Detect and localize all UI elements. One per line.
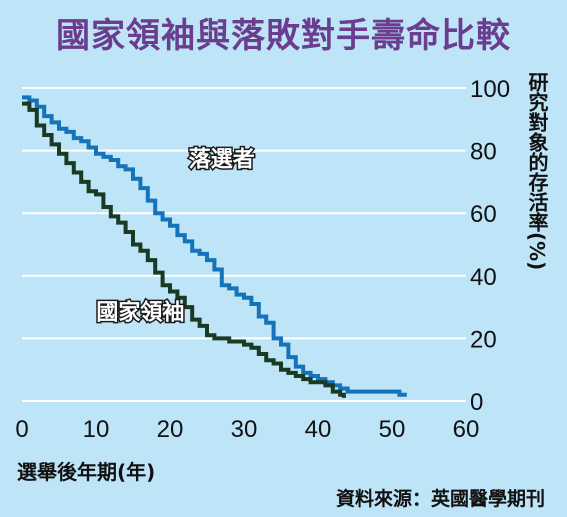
series-line-1 bbox=[22, 101, 346, 398]
y-tick-label: 80 bbox=[470, 139, 497, 166]
source-note: 資料來源：英國醫學期刊 bbox=[335, 488, 545, 510]
chart-title: 國家領袖與落敗對手壽命比較 bbox=[56, 16, 511, 56]
x-tick-label: 50 bbox=[379, 416, 406, 443]
x-tick-label: 0 bbox=[15, 416, 28, 443]
series-line-0 bbox=[22, 95, 407, 397]
x-tick-label: 60 bbox=[453, 416, 480, 443]
x-tick-label: 10 bbox=[83, 416, 110, 443]
x-tick-label: 30 bbox=[231, 416, 258, 443]
y-tick-label: 0 bbox=[470, 389, 483, 416]
series-label-0: 落選者 bbox=[189, 147, 255, 172]
y-tick-label: 100 bbox=[470, 76, 510, 103]
y-tick-label: 40 bbox=[470, 264, 497, 291]
series-label-1: 國家領袖 bbox=[96, 300, 184, 326]
y-tick-label: 60 bbox=[470, 201, 497, 228]
x-axis-label: 選舉後年期(年) bbox=[17, 460, 156, 484]
y-axis-label: 研究對象的存活率(%) bbox=[525, 72, 549, 271]
x-tick-label: 40 bbox=[305, 416, 332, 443]
y-tick-label: 20 bbox=[470, 326, 497, 353]
x-tick-label: 20 bbox=[157, 416, 184, 443]
